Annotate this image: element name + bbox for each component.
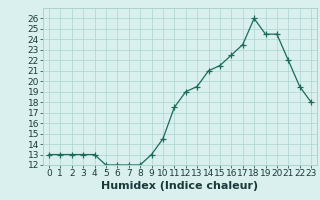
X-axis label: Humidex (Indice chaleur): Humidex (Indice chaleur) [101, 181, 259, 191]
